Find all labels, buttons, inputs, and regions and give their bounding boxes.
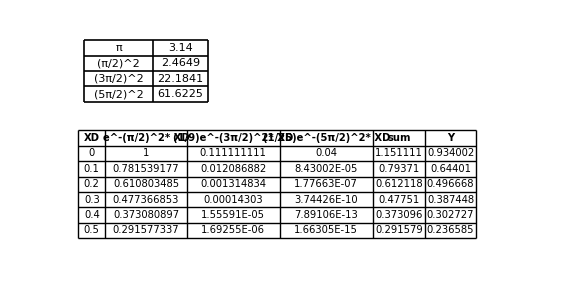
Text: 22.1841: 22.1841 [157,74,203,84]
Text: 0.291577337: 0.291577337 [113,225,179,235]
Text: 8.43002E-05: 8.43002E-05 [294,164,358,174]
Text: 0.64401: 0.64401 [430,164,471,174]
Text: 0.496668: 0.496668 [427,179,475,189]
Text: 2.4649: 2.4649 [161,58,200,68]
Text: 7.89106E-13: 7.89106E-13 [294,210,358,220]
Text: 0.236585: 0.236585 [427,225,475,235]
Text: Y: Y [447,133,454,143]
Text: 0.001314834: 0.001314834 [200,179,266,189]
Text: 0.2: 0.2 [84,179,100,189]
Text: 1.77663E-07: 1.77663E-07 [294,179,358,189]
Text: 0.4: 0.4 [84,210,100,220]
Text: 3.74426E-10: 3.74426E-10 [294,195,358,205]
Text: 1.69255E-06: 1.69255E-06 [201,225,265,235]
Text: 0.00014303: 0.00014303 [203,195,263,205]
Bar [84,40,207,102]
Text: 0.477366853: 0.477366853 [113,195,179,205]
Text: (5π/2)^2: (5π/2)^2 [94,89,143,99]
Text: 0.1: 0.1 [84,164,100,174]
Text: (1/25)e^-(5π/2)^2* XD: (1/25)e^-(5π/2)^2* XD [263,133,390,143]
Text: 0.373080897: 0.373080897 [113,210,179,220]
Text: 0.291579: 0.291579 [375,225,423,235]
Text: 0.79371: 0.79371 [378,164,420,174]
Text: 0.610803485: 0.610803485 [113,179,179,189]
Text: π: π [115,43,122,53]
Text: 0.302727: 0.302727 [427,210,475,220]
Text: 1.55591E-05: 1.55591E-05 [201,210,265,220]
Text: 3.14: 3.14 [168,43,193,53]
Text: 0.387448: 0.387448 [427,195,474,205]
Text: 1.66305E-15: 1.66305E-15 [294,225,358,235]
Bar [78,130,476,238]
Text: 0.47751: 0.47751 [378,195,420,205]
Text: (1/9)e^-(3π/2)^2* XD: (1/9)e^-(3π/2)^2* XD [173,133,293,143]
Text: 0.781539177: 0.781539177 [113,164,179,174]
Text: 0.612118: 0.612118 [375,179,423,189]
Text: (3π/2)^2: (3π/2)^2 [94,74,143,84]
Text: 0: 0 [89,149,95,158]
Text: 0.5: 0.5 [84,225,100,235]
Text: 0.04: 0.04 [315,149,337,158]
Text: 61.6225: 61.6225 [158,89,203,99]
Text: 0.373096: 0.373096 [376,210,423,220]
Text: sum: sum [387,133,411,143]
Text: 1: 1 [143,149,149,158]
Text: 0.012086882: 0.012086882 [200,164,266,174]
Text: 0.934002: 0.934002 [427,149,474,158]
Text: (π/2)^2: (π/2)^2 [97,58,140,68]
Text: 1.151111: 1.151111 [375,149,423,158]
Text: XD: XD [84,133,100,143]
Text: 0.3: 0.3 [84,195,100,205]
Text: e^-(π/2)^2* XD: e^-(π/2)^2* XD [103,133,190,143]
Text: 0.111111111: 0.111111111 [200,149,267,158]
